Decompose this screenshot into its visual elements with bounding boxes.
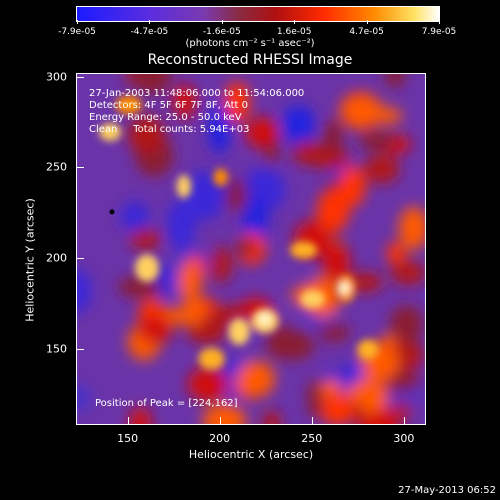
intensity-blob (307, 377, 324, 420)
y-tick-label: 300 (46, 70, 67, 84)
annotation-time: 27-Jan-2003 11:48:06.000 to 11:54:06.000 (89, 88, 305, 99)
intensity-blob (265, 322, 292, 360)
intensity-blob (236, 360, 276, 398)
y-axis-label: Heliocentric Y (arcsec) (23, 198, 37, 322)
intensity-blob (225, 178, 247, 213)
y-tick-mark (77, 76, 84, 78)
intensity-blob (389, 305, 423, 344)
colorbar-tick-label: 1.6e-05 (276, 27, 312, 37)
colorbar-tick-mark (294, 20, 296, 24)
intensity-hotspot (300, 289, 326, 309)
x-tick-label: 150 (117, 432, 139, 445)
intensity-blob (127, 116, 165, 154)
colorbar-tick-mark (221, 20, 223, 24)
intensity-blob (224, 81, 250, 123)
x-tick-mark (219, 417, 221, 424)
colorbar-tick-label: -7.9e-05 (58, 27, 96, 37)
footer-timestamp: 27-May-2013 06:52 (398, 485, 496, 496)
x-tick-label: 200 (209, 432, 231, 445)
intensity-blob (235, 239, 256, 257)
intensity-blob (385, 74, 405, 89)
intensity-blob (172, 84, 197, 119)
intensity-blob (321, 393, 353, 424)
intensity-blob (166, 199, 196, 250)
intensity-blob (364, 155, 400, 184)
intensity-blob (393, 401, 412, 420)
intensity-blob (316, 189, 350, 233)
x-tick-label: 300 (393, 432, 415, 445)
position-marker (109, 209, 115, 215)
intensity-hotspot (176, 174, 192, 199)
intensity-hotspot (290, 241, 318, 259)
intensity-blob (322, 242, 351, 283)
intensity-blob (202, 404, 247, 424)
y-tick-label: 250 (46, 160, 67, 174)
colorbar-tick-mark (366, 20, 368, 24)
x-axis-label: Heliocentric X (arcsec) (188, 448, 314, 461)
colorbar-tick-mark (77, 20, 78, 24)
intensity-blob (178, 260, 201, 302)
plot-area: 27-Jan-2003 11:48:06.000 to 11:54:06.000… (76, 73, 426, 425)
intensity-blob (317, 322, 351, 342)
intensity-blob (209, 246, 232, 283)
intensity-blob (359, 130, 396, 152)
intensity-blob (77, 384, 92, 412)
intensity-blob (262, 145, 281, 163)
colorbar-tick-mark (149, 20, 151, 24)
colorbar-tick-label: -1.6e-05 (202, 27, 241, 37)
intensity-blob (338, 165, 366, 207)
intensity-blob (182, 297, 206, 326)
annotation-energy: Energy Range: 25.0 - 50.0 keV (89, 112, 242, 123)
y-tick-mark (77, 348, 84, 350)
intensity-peak-spot (338, 282, 351, 295)
y-tick-mark (77, 258, 84, 260)
intensity-blob (398, 206, 425, 250)
intensity-hotspot (99, 123, 122, 142)
intensity-blob (138, 315, 173, 344)
intensity-blob (77, 269, 92, 313)
y-tick-mark (77, 167, 84, 169)
intensity-blob (129, 406, 152, 424)
intensity-blob (187, 366, 229, 402)
intensity-blob (131, 74, 172, 95)
intensity-blob (323, 118, 343, 153)
x-tick-mark (403, 417, 405, 424)
colorbar-tick-label: 4.7e-05 (349, 27, 384, 37)
x-tick-mark (311, 417, 313, 424)
y-tick-label: 200 (46, 251, 67, 265)
colorbar-tick-label: 7.9e-05 (421, 27, 457, 37)
annotation-peak: Position of Peak = [224,162] (95, 398, 238, 409)
x-tick-mark (127, 417, 129, 424)
intensity-peak-spot (258, 312, 271, 325)
intensity-hotspot (198, 347, 225, 371)
intensity-blob (390, 261, 425, 285)
annotation-detectors: Detectors: 4F 5F 6F 7F 8F, Att 0 (89, 100, 249, 111)
intensity-blob (129, 229, 162, 250)
colorbar-tick-label: -4.7e-05 (130, 27, 169, 37)
x-tick-label: 250 (301, 432, 323, 445)
colorbar-units: (photons cm⁻² s⁻¹ asec⁻²) (185, 38, 315, 49)
colorbar (76, 6, 440, 22)
intensity-blob (118, 276, 161, 298)
colorbar-tick-mark (439, 20, 440, 24)
annotation-clean: Clean Total counts: 5.94E+03 (89, 124, 250, 135)
intensity-hotspot (357, 339, 379, 360)
y-tick-label: 150 (46, 342, 67, 356)
intensity-blob (292, 141, 325, 165)
intensity-hotspot (228, 318, 250, 346)
chart-title: Reconstructed RHESSI Image (147, 52, 353, 68)
intensity-blob (341, 95, 384, 126)
intensity-blob (262, 410, 281, 424)
heatmap-image (77, 74, 425, 424)
intensity-blob (244, 117, 280, 148)
intensity-blob (281, 105, 316, 145)
intensity-blob (386, 242, 406, 265)
intensity-hotspot (134, 254, 160, 282)
intensity-hotspot (115, 95, 142, 115)
intensity-blob (208, 102, 231, 154)
intensity-hotspot (213, 168, 229, 187)
intensity-blob (120, 200, 150, 233)
intensity-blob (211, 304, 252, 324)
